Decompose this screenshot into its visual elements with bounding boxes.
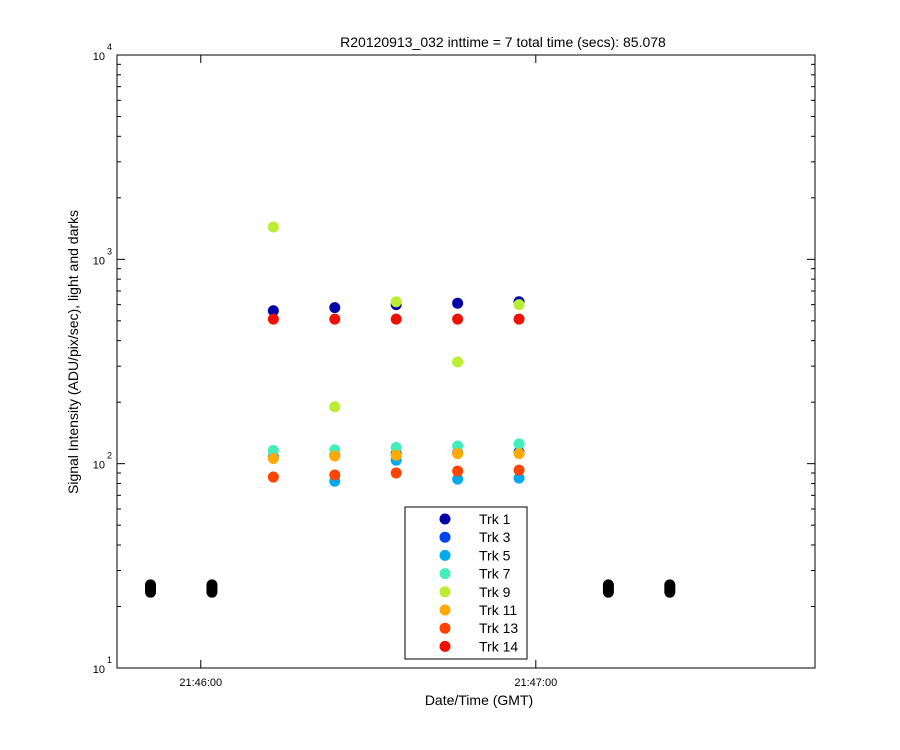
- point-trk-9: [329, 401, 341, 413]
- point-trk-14: [390, 313, 402, 325]
- point-trk-1: [452, 297, 464, 309]
- point-trk-14: [329, 313, 341, 325]
- legend-entry: Trk 5: [479, 547, 511, 563]
- point-trk-1: [267, 305, 279, 317]
- legend-marker: [439, 622, 451, 634]
- point-trk-11: [267, 452, 279, 464]
- legend-marker: [439, 640, 451, 652]
- point-trk-5: [513, 472, 525, 484]
- y-tick-label: 10: [93, 51, 105, 63]
- point-trk-11: [452, 448, 464, 460]
- point-trk-14: [452, 313, 464, 325]
- legend-entry: Trk 13: [479, 620, 518, 636]
- point-trk-7: [513, 438, 525, 450]
- y-tick-exponent: 4: [107, 42, 112, 52]
- legend-marker: [439, 531, 451, 543]
- y-tick-label: 10: [93, 255, 105, 267]
- point-trk-5: [452, 473, 464, 485]
- point-trk-13: [513, 464, 525, 476]
- point-trk-9: [513, 299, 525, 311]
- axis-ticks: [117, 55, 815, 669]
- point-trk-7: [390, 441, 402, 453]
- legend-entry: Trk 11: [479, 602, 517, 618]
- y-tick-label: 10: [93, 664, 105, 676]
- light-points: [267, 221, 525, 487]
- y-tick-exponent: 1: [107, 655, 112, 665]
- legend-marker: [439, 568, 451, 580]
- point-trk-7: [452, 440, 464, 452]
- point-trk-13: [390, 467, 402, 479]
- point-trk-13: [452, 465, 464, 477]
- point-trk-13: [267, 471, 279, 483]
- y-tick-exponent: 3: [107, 246, 112, 256]
- x-tick-label: 21:47:00: [514, 677, 557, 689]
- dark-point: [145, 579, 157, 591]
- y-axis-label: Signal Intensity (ADU/pix/sec), light an…: [65, 210, 81, 494]
- chart-title: R20120913_032 inttime = 7 total time (se…: [340, 34, 666, 50]
- legend-marker: [439, 513, 451, 525]
- legend: Trk 1 Trk 3 Trk 5 Trk 7 Trk 9 Trk 11 Trk 13 Trk…: [404, 506, 528, 660]
- point-trk-9: [452, 356, 464, 368]
- point-trk-11: [390, 449, 402, 461]
- point-trk-14: [267, 313, 279, 325]
- x-tick-label: 21:46:00: [179, 677, 222, 689]
- point-trk-14: [513, 313, 525, 325]
- legend-entry: Trk 9: [479, 584, 511, 600]
- point-trk-1: [329, 302, 341, 314]
- legend-entry: Trk 14: [479, 638, 518, 654]
- y-tick-exponent: 2: [107, 451, 112, 461]
- point-trk-9: [390, 296, 402, 308]
- point-trk-7: [267, 444, 279, 456]
- legend-entry: Trk 7: [479, 566, 511, 582]
- dark-point: [206, 579, 218, 591]
- legend-entry: Trk 1: [479, 511, 511, 527]
- point-trk-11: [329, 450, 341, 462]
- legend-box: [404, 506, 528, 660]
- dark-point: [664, 579, 676, 591]
- legend-marker: [439, 604, 451, 616]
- legend-marker: [439, 586, 451, 598]
- y-tick-label: 10: [93, 460, 105, 472]
- legend-entry: Trk 3: [479, 529, 511, 545]
- point-trk-13: [329, 469, 341, 481]
- point-trk-11: [513, 448, 525, 460]
- point-trk-9: [267, 221, 279, 233]
- x-axis-label: Date/Time (GMT): [425, 692, 533, 708]
- dark-points: [145, 579, 676, 598]
- dark-point: [602, 579, 614, 591]
- legend-marker: [439, 549, 451, 561]
